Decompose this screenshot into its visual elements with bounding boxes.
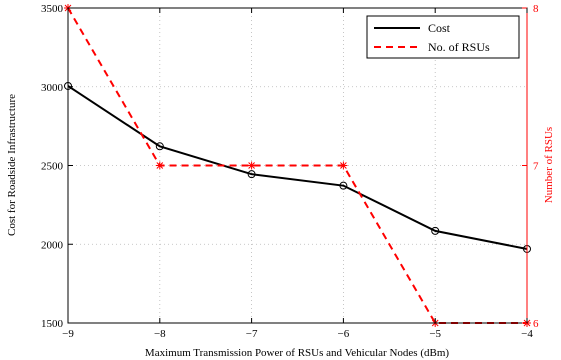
x-tick-label: −9 (62, 328, 74, 340)
cost-point (247, 170, 256, 179)
cost-point (339, 181, 348, 190)
y-right-tick-label: 6 (533, 318, 539, 330)
y-left-tick-label: 1500 (41, 318, 64, 330)
y-axis-right-label: Number of RSUs (543, 127, 555, 203)
legend-cost-label: Cost (428, 21, 451, 35)
y-right-tick-label: 7 (533, 161, 539, 173)
y-axis-right: 6 7 8 (522, 3, 539, 330)
series-line-cost (67, 85, 528, 250)
y-left-tick-label: 3500 (41, 3, 64, 15)
rsu-point (339, 161, 348, 170)
rsu-point (155, 161, 164, 170)
x-tick-label: −8 (154, 328, 166, 340)
y-axis-left-label: Cost for Roadside Infrastructure (6, 94, 18, 236)
grid (68, 8, 527, 323)
x-tick-label: −5 (429, 328, 441, 340)
rsu-point (247, 161, 256, 170)
legend: Cost No. of RSUs (366, 15, 520, 59)
y-left-tick-label: 3000 (41, 82, 64, 94)
x-tick-label: −4 (521, 328, 533, 340)
x-axis: −9 −8 −7 −6 −5 −4 (62, 8, 533, 340)
x-axis-label: Maximum Transmission Power of RSUs and V… (145, 347, 449, 359)
cost-point (431, 226, 440, 235)
legend-box (366, 15, 520, 59)
x-tick-label: −6 (338, 328, 350, 340)
cost-point (155, 142, 164, 151)
y-left-tick-label: 2500 (41, 161, 64, 173)
y-axis-left: 1500 2000 2500 3000 3500 (41, 3, 73, 330)
legend-rsu-label: No. of RSUs (428, 40, 490, 54)
y-right-tick-label: 8 (533, 3, 539, 15)
x-tick-label: −7 (246, 328, 258, 340)
y-left-tick-label: 2000 (41, 239, 64, 251)
